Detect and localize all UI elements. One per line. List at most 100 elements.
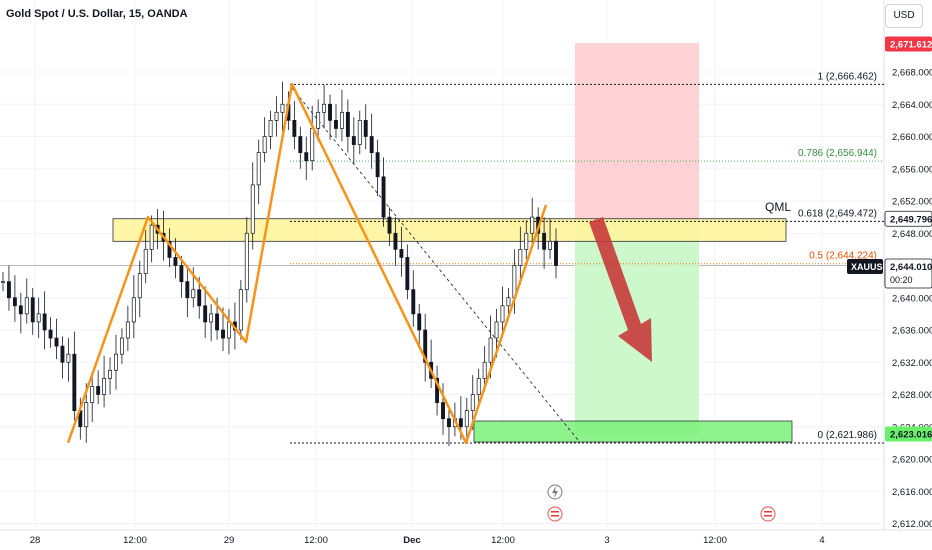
candle-body <box>119 337 124 355</box>
candle-body <box>554 240 558 266</box>
candle-body <box>322 103 327 113</box>
candle-body <box>18 305 23 315</box>
candle-body <box>84 402 89 428</box>
candle-body <box>173 257 178 266</box>
candle-body <box>244 232 249 291</box>
candle-body <box>215 313 220 331</box>
candle-body <box>369 136 374 153</box>
candle-body <box>262 136 267 153</box>
candle-body <box>149 224 154 250</box>
candle-body <box>48 329 53 339</box>
candle-body <box>304 152 309 162</box>
candle-body <box>1 281 5 283</box>
candle-body <box>114 353 118 371</box>
price-tick-label: 2,668.000 <box>892 68 932 79</box>
fib-levels: 1 (2,666.462) 0.786 (2,656.944) 0.618 (2,6… <box>290 71 884 444</box>
candle-body <box>137 273 142 299</box>
candle-body <box>203 305 208 323</box>
level-price-label: 2,649.796 <box>890 214 932 225</box>
candle-body <box>108 369 112 379</box>
candle-body <box>345 111 350 137</box>
time-tick-label: 12:00 <box>123 535 147 546</box>
candle-body <box>351 136 356 145</box>
top-price-label-box <box>885 36 932 52</box>
candle-body <box>179 265 184 282</box>
price-tick-label: 2,640.000 <box>892 293 932 304</box>
candle-body <box>274 111 279 121</box>
price-tick-label: 2,656.000 <box>892 164 932 175</box>
time-tick-label: 12:00 <box>703 535 727 546</box>
last-price-box <box>884 258 932 289</box>
support-zone <box>473 420 793 443</box>
candle-body <box>185 281 190 299</box>
candle-body <box>42 313 47 331</box>
candle-body <box>102 378 107 395</box>
candle-body <box>482 361 487 379</box>
price-tick-label: 2,660.000 <box>892 132 932 143</box>
candle-body <box>524 232 529 250</box>
countdown-label: 00:20 <box>890 275 913 285</box>
candle-body <box>30 297 35 323</box>
candle-body <box>542 232 547 250</box>
candle-body <box>54 337 59 347</box>
candle-body <box>328 103 332 121</box>
candle-body <box>334 120 338 129</box>
candle-body <box>238 289 243 331</box>
candle-body <box>447 418 451 428</box>
price-tick-label: 2,632.000 <box>892 358 932 369</box>
candle-body <box>96 386 101 395</box>
candle-body <box>423 329 428 363</box>
candle-body <box>405 257 410 291</box>
time-tick-label: 29 <box>224 535 235 546</box>
bottom-price-label: 2,623.016 <box>890 430 932 441</box>
us-flag-icon <box>760 506 776 522</box>
candle-body <box>167 240 172 258</box>
price-tick-label: 2,648.000 <box>892 229 932 240</box>
candle-body <box>268 120 273 137</box>
candle-body <box>339 111 344 129</box>
candle-body <box>458 418 463 428</box>
candle-body <box>66 353 71 363</box>
symbol-title[interactable]: Gold Spot / U.S. Dollar, 15, OANDA <box>6 8 188 20</box>
position-zones <box>112 42 793 443</box>
candle-body <box>125 321 130 339</box>
price-tick-label: 2,636.000 <box>892 326 932 337</box>
candle-body <box>494 321 499 339</box>
candle-body <box>435 378 440 403</box>
candle-body <box>280 103 285 113</box>
bottom-price-label-box <box>885 426 932 442</box>
time-tick-label: 12:00 <box>304 535 328 546</box>
price-tick-label: 2,612.000 <box>892 519 932 530</box>
candle-body <box>250 184 255 234</box>
time-axis: 28 12:00 29 12:00 Dec 12:00 3 12:00 4 <box>30 535 825 546</box>
candle-body <box>518 249 523 266</box>
candle-body <box>12 297 17 307</box>
us-flag-stripe <box>764 515 772 517</box>
qml-annotation: QML <box>765 200 791 214</box>
candle-body <box>441 402 445 420</box>
us-flag-icon <box>547 506 563 522</box>
candle-body <box>191 289 196 299</box>
candle-body <box>357 120 362 145</box>
fib-label: 0.5 (2,644.224) <box>809 251 877 262</box>
last-price-label: 2,644.010 <box>890 262 932 273</box>
time-tick-label: 12:00 <box>491 535 515 546</box>
symbol-tag-box <box>847 259 883 274</box>
candle-body <box>131 297 136 323</box>
price-tick-label: 2,616.000 <box>892 487 932 498</box>
top-price-label: 2,671.612 <box>890 40 932 51</box>
currency-button[interactable]: USD <box>885 4 923 28</box>
symbol-tag: XAUUSD <box>851 262 890 272</box>
candle-body <box>197 289 202 307</box>
price-tick-label: 2,628.000 <box>892 390 932 401</box>
candle-body <box>310 128 315 162</box>
fib-label: 0.618 (2,649.472) <box>798 208 877 219</box>
candle-body <box>375 152 380 178</box>
fib-label: 1 (2,666.462) <box>818 71 878 82</box>
time-tick-label: 3 <box>604 535 609 546</box>
zigzag-line <box>66 82 548 445</box>
candle-body <box>209 313 214 323</box>
candle-body <box>488 337 493 363</box>
